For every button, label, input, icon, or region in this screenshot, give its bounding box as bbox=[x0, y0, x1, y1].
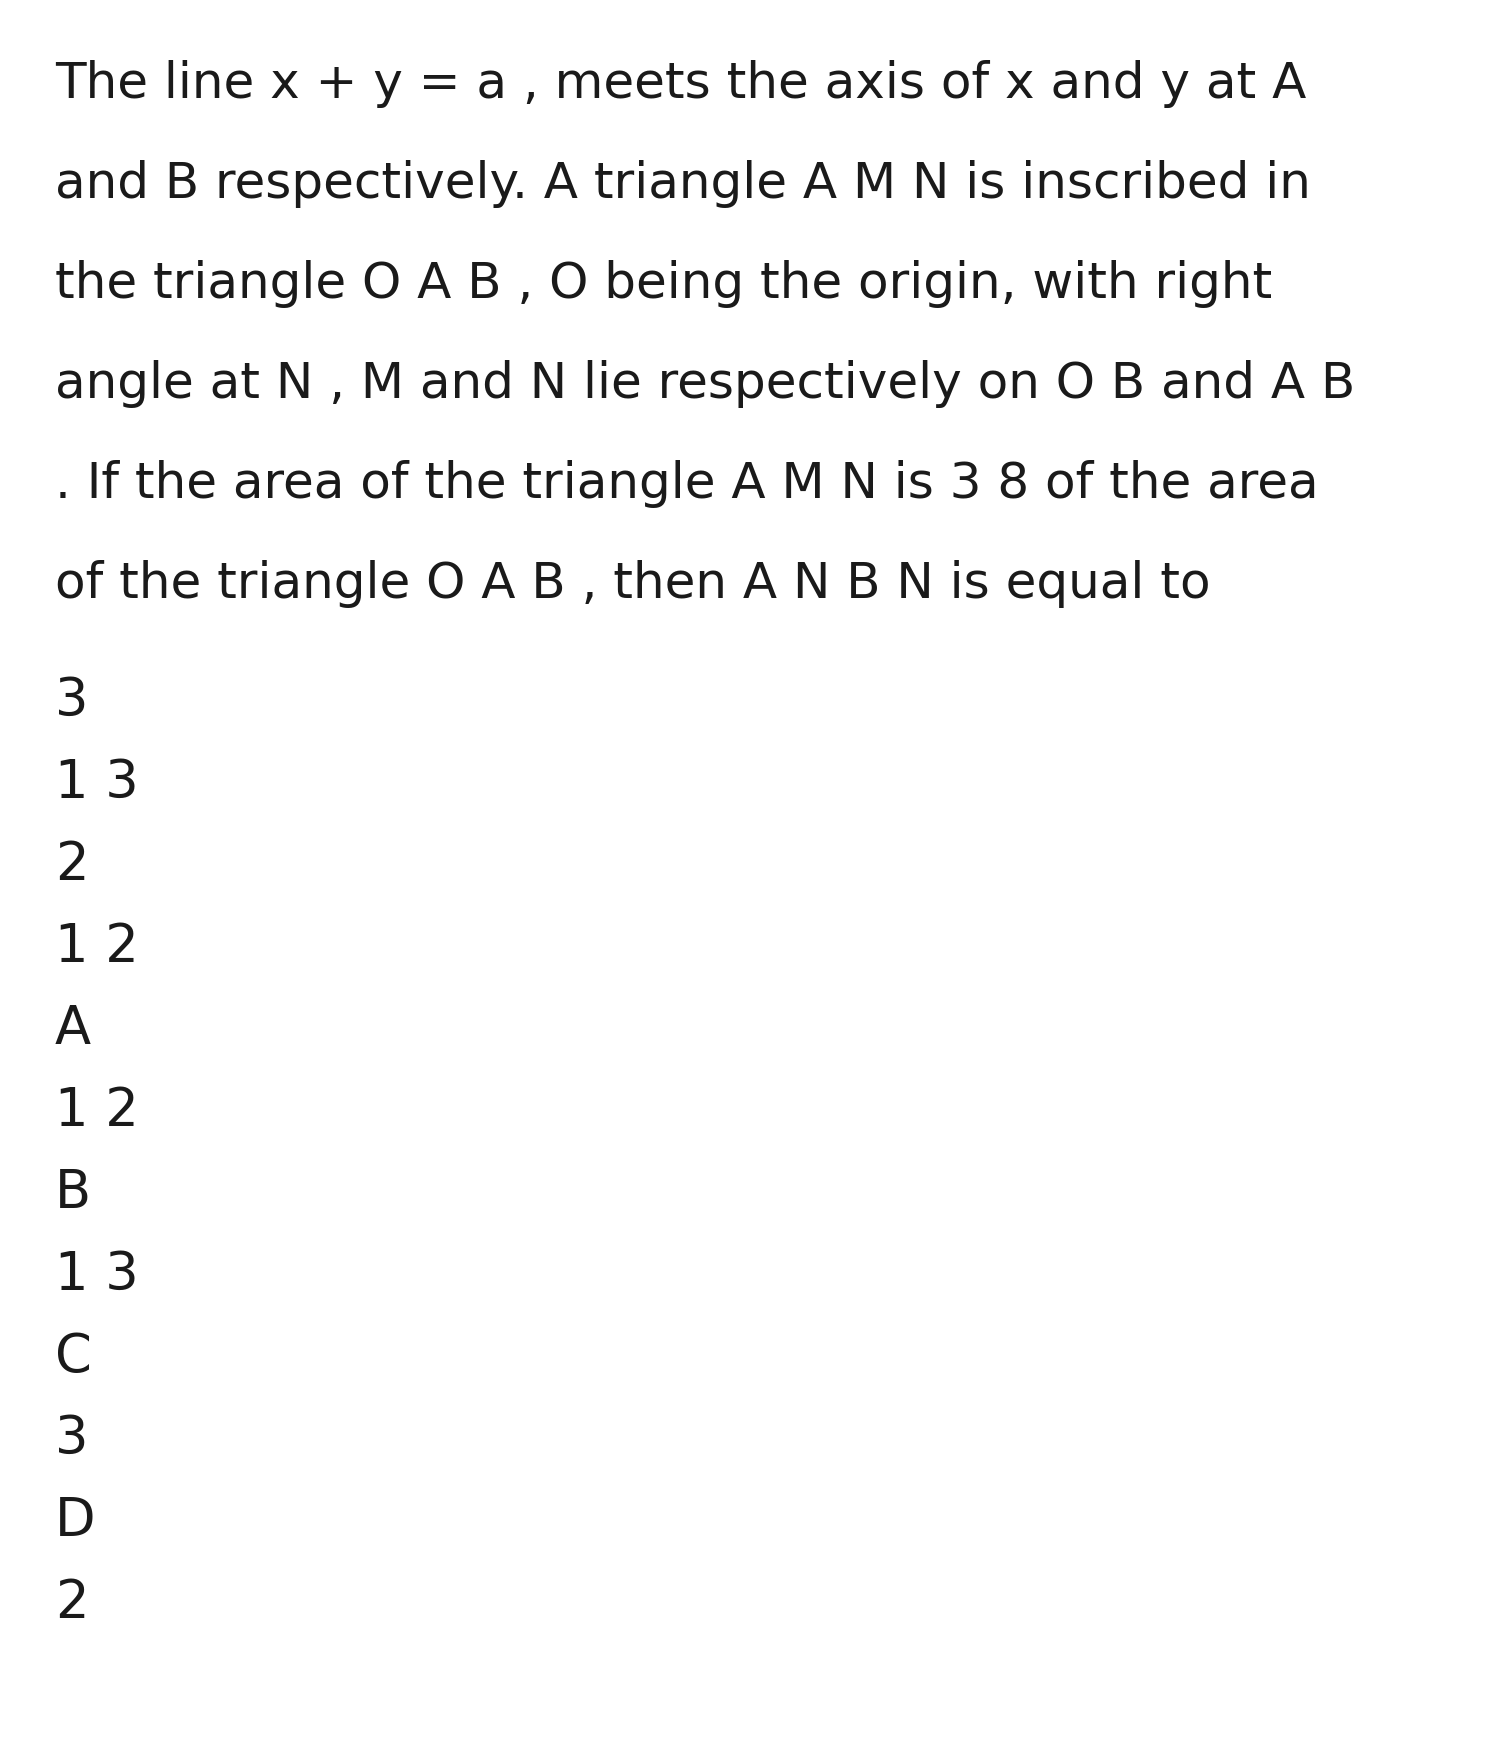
Text: C: C bbox=[56, 1331, 92, 1383]
Text: 1 3: 1 3 bbox=[56, 1249, 138, 1301]
Text: angle at N , M and N lie respectively on O B and A B: angle at N , M and N lie respectively on… bbox=[56, 359, 1356, 408]
Text: 1 2: 1 2 bbox=[56, 921, 138, 973]
Text: of the triangle O A B , then A N B N is equal to: of the triangle O A B , then A N B N is … bbox=[56, 560, 1210, 609]
Text: 2: 2 bbox=[56, 1577, 88, 1629]
Text: 2: 2 bbox=[56, 839, 88, 891]
Text: The line x + y = a , meets the axis of x and y at A: The line x + y = a , meets the axis of x… bbox=[56, 59, 1306, 108]
Text: D: D bbox=[56, 1495, 96, 1547]
Text: . If the area of the triangle A M N is 3 8 of the area: . If the area of the triangle A M N is 3… bbox=[56, 460, 1318, 508]
Text: the triangle O A B , O being the origin, with right: the triangle O A B , O being the origin,… bbox=[56, 260, 1272, 309]
Text: 1 2: 1 2 bbox=[56, 1085, 138, 1137]
Text: B: B bbox=[56, 1167, 92, 1219]
Text: A: A bbox=[56, 1003, 92, 1055]
Text: 1 3: 1 3 bbox=[56, 757, 138, 809]
Text: 3: 3 bbox=[56, 1413, 88, 1465]
Text: 3: 3 bbox=[56, 675, 88, 727]
Text: and B respectively. A triangle A M N is inscribed in: and B respectively. A triangle A M N is … bbox=[56, 160, 1311, 208]
